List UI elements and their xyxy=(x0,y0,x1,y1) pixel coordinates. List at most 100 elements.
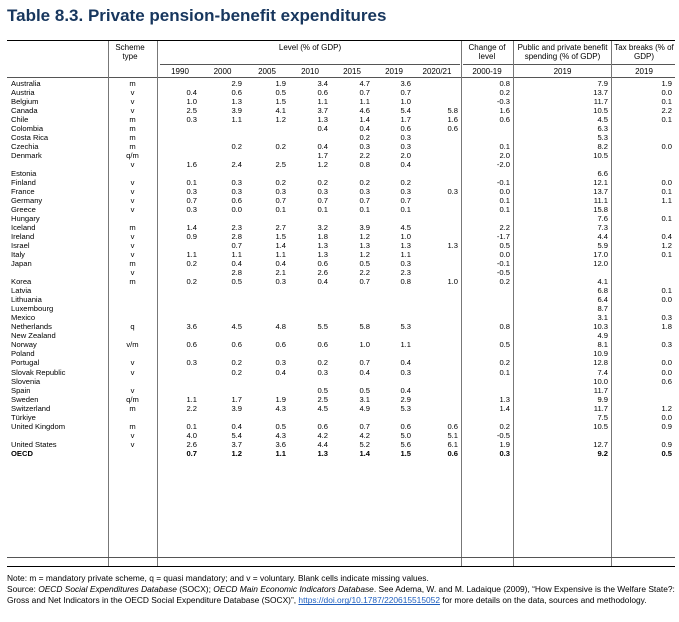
table-row: Portugal v 0.3 0.2 0.3 0.2 0.7 0.4 0.2 12.8 0.0 xyxy=(7,358,675,367)
value-cell: 5.8 xyxy=(359,322,370,332)
value-cell xyxy=(157,241,200,250)
value-cell: 4.0 xyxy=(186,430,197,440)
value-cell: 2.9 xyxy=(400,394,411,404)
table-title: Table 8.3. Private pension-benefit expen… xyxy=(7,6,387,25)
public-private-year: 2019 xyxy=(553,67,572,76)
value-cell: 0.2 xyxy=(275,142,286,152)
value-cell: 0.0 xyxy=(661,295,672,305)
value-cell: 0.3 xyxy=(359,187,370,197)
value-cell: 1.3 xyxy=(317,448,328,458)
value-cell: 1.0 xyxy=(186,97,197,107)
header-subrule xyxy=(463,64,675,65)
value-cell xyxy=(157,151,200,160)
value-cell: 1.6 xyxy=(186,160,197,170)
value-cell: 7.4 xyxy=(597,367,608,377)
value-cell xyxy=(245,386,289,395)
value-cell xyxy=(200,304,245,313)
country-cell: Costa Rica xyxy=(11,133,49,143)
country-cell: Australia xyxy=(11,79,41,88)
value-cell xyxy=(157,214,200,223)
scheme-type-cell: q/m xyxy=(126,151,139,161)
value-cell: 1.3 xyxy=(317,241,328,251)
year-2019: 2019 xyxy=(385,67,403,76)
value-cell xyxy=(245,169,289,178)
value-cell: 2.5 xyxy=(275,160,286,170)
value-cell xyxy=(373,377,414,386)
value-cell xyxy=(414,368,461,377)
value-cell: 1.2 xyxy=(661,241,672,251)
value-cell xyxy=(331,214,373,223)
value-cell: 0.6 xyxy=(400,421,411,431)
value-cell: 0.4 xyxy=(317,142,328,152)
value-cell: 1.1 xyxy=(359,97,370,107)
value-cell xyxy=(200,133,245,142)
value-cell: 6.3 xyxy=(597,124,608,134)
value-cell: 10.5 xyxy=(593,421,608,431)
value-cell xyxy=(331,313,373,322)
value-cell: 0.3 xyxy=(400,187,411,197)
country-cell: Chile xyxy=(11,115,29,125)
value-cell: 0.2 xyxy=(359,133,370,143)
value-cell xyxy=(157,313,200,322)
country-cell: Denmark xyxy=(11,151,42,161)
value-cell: 1.0 xyxy=(400,97,411,107)
value-cell xyxy=(611,124,675,133)
value-cell: 0.0 xyxy=(231,205,242,215)
value-cell xyxy=(289,286,331,295)
value-cell xyxy=(461,313,513,322)
value-cell xyxy=(200,169,245,178)
value-cell: 0.2 xyxy=(499,88,510,98)
value-cell: 0.5 xyxy=(275,421,286,431)
value-cell: 0.8 xyxy=(499,79,510,88)
scheme-type-cell: q/m xyxy=(126,394,139,404)
scheme-type-cell: m xyxy=(129,124,136,134)
value-cell xyxy=(513,268,611,277)
column-separator xyxy=(461,41,462,566)
country-cell: United Kingdom xyxy=(11,421,66,431)
value-cell: 4.1 xyxy=(597,277,608,287)
source-text: . See Adema, W. and M. Ladaique (2009), … xyxy=(7,584,675,606)
scheme-type-cell: v xyxy=(130,196,135,206)
value-cell: 3.1 xyxy=(359,394,370,404)
value-cell xyxy=(373,349,414,358)
table-row: Greece v 0.3 0.0 0.1 0.1 0.1 0.1 0.1 15.8 xyxy=(7,205,675,214)
value-cell: 0.3 xyxy=(317,367,328,377)
value-cell: 9.2 xyxy=(597,448,608,458)
value-cell xyxy=(461,377,513,386)
value-cell: 1.9 xyxy=(275,79,286,88)
value-cell xyxy=(157,79,200,88)
value-cell: 4.3 xyxy=(275,403,286,413)
doi-link[interactable]: https://doi.org/10.1787/220615515052 xyxy=(298,595,440,606)
scheme-type-cell xyxy=(108,313,157,322)
value-cell: 0.6 xyxy=(231,340,242,350)
country-cell: France xyxy=(11,187,35,197)
value-cell xyxy=(289,304,331,313)
value-cell: 0.7 xyxy=(186,448,197,458)
value-cell: 0.6 xyxy=(447,421,458,431)
value-cell: 0.6 xyxy=(186,340,197,350)
value-cell xyxy=(414,404,461,413)
value-cell: 2.1 xyxy=(275,268,286,278)
country-cell: Netherlands xyxy=(11,322,52,332)
value-cell: 0.8 xyxy=(400,277,411,287)
source-line: Source: OECD Social Expenditures Databas… xyxy=(7,584,675,606)
value-cell: 0.1 xyxy=(661,214,672,224)
value-cell xyxy=(245,151,289,160)
value-cell: 0.7 xyxy=(359,421,370,431)
scheme-type-cell: v xyxy=(130,97,135,107)
change-period: 2000-19 xyxy=(472,67,502,76)
value-cell: 0.4 xyxy=(400,385,411,395)
country-cell: Poland xyxy=(11,349,35,359)
value-cell: 8.2 xyxy=(597,142,608,152)
value-cell xyxy=(414,386,461,395)
value-cell: 0.4 xyxy=(317,277,328,287)
value-cell: 0.3 xyxy=(661,340,672,350)
value-cell xyxy=(414,178,461,187)
value-cell: 6.8 xyxy=(597,286,608,296)
value-cell: 2.2 xyxy=(499,223,510,233)
value-cell: 2.2 xyxy=(359,151,370,161)
table-row: Iceland m 1.4 2.3 2.7 3.2 3.9 4.5 2.2 7.3 xyxy=(7,223,675,232)
value-cell: 5.3 xyxy=(597,133,608,143)
value-cell xyxy=(414,395,461,404)
value-cell xyxy=(414,313,461,322)
